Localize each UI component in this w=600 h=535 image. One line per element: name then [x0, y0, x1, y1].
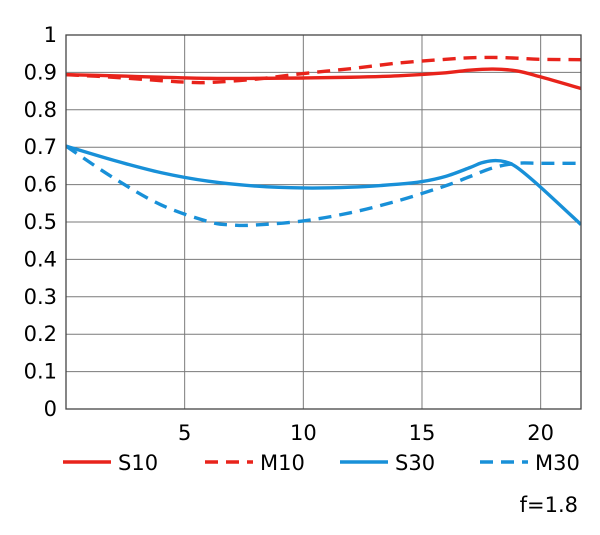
series-line-m10 — [66, 55, 581, 85]
plot-frame — [65, 34, 582, 410]
y-tick-label: 1 — [44, 23, 57, 47]
y-tick-label: 0.3 — [24, 285, 57, 309]
y-tick-label: 0.2 — [24, 322, 57, 346]
series-line-m30 — [66, 144, 581, 228]
aperture-note: f=1.8 — [520, 493, 578, 517]
y-tick-label: 0.8 — [24, 98, 57, 122]
y-tick-label: 0.1 — [24, 360, 57, 384]
legend-label-s30: S30 — [395, 451, 435, 475]
y-tick-label: 0.9 — [24, 60, 57, 84]
legend-label-m30: M30 — [535, 451, 580, 475]
series-layer — [66, 55, 581, 228]
y-tick-label: 0 — [44, 397, 57, 421]
series-line-s30 — [66, 144, 581, 226]
x-tick-label: 15 — [409, 421, 436, 445]
x-tick-label: 20 — [527, 421, 554, 445]
y-tick-label: 0.7 — [24, 135, 57, 159]
y-tick-label: 0.6 — [24, 173, 57, 197]
grid — [66, 34, 581, 410]
legend-label-m10: M10 — [260, 451, 305, 475]
x-tick-label: 5 — [178, 421, 191, 445]
x-axis-ticks: 5 10 15 20 — [178, 421, 554, 445]
y-axis-ticks: 0 0.1 0.2 0.3 0.4 0.5 0.6 0.7 0.8 0.9 1 — [24, 23, 57, 421]
legend: S10 M10 S30 M30 — [63, 451, 580, 475]
y-tick-label: 0.5 — [24, 210, 57, 234]
x-tick-label: 10 — [290, 421, 317, 445]
y-tick-label: 0.4 — [24, 247, 57, 271]
legend-label-s10: S10 — [118, 451, 158, 475]
series-line-s10 — [66, 67, 581, 91]
